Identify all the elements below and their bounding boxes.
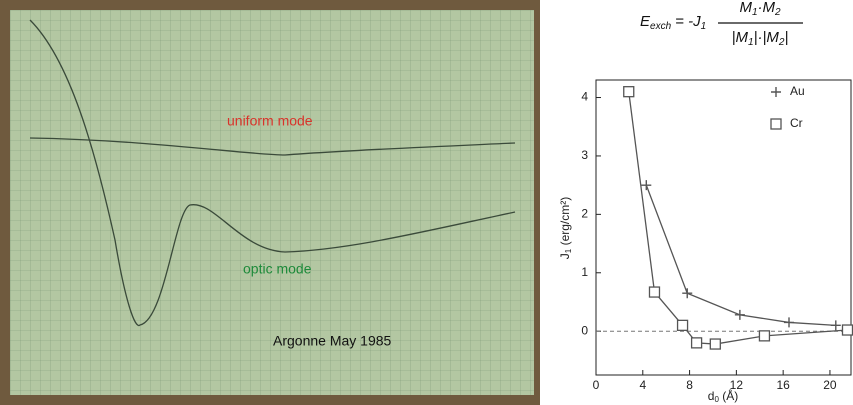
svg-text:M1·M2: M1·M2 — [739, 0, 781, 18]
legend-label: Cr — [790, 116, 803, 130]
data-point — [734, 309, 745, 320]
data-point — [830, 320, 841, 331]
f-part: |M — [732, 29, 749, 46]
data-point — [841, 324, 853, 336]
x-tick-label: 16 — [776, 378, 790, 392]
uniform-curve — [29, 137, 516, 156]
x-tick-label: 20 — [823, 378, 837, 392]
notebook: uniform mode optic mode Argonne May 1985 — [0, 0, 540, 405]
y-axis-label: J1 (erg/cm²) — [558, 197, 573, 259]
formula: Eexch = -J1 M1·M2 |M1|·|M2| — [640, 0, 803, 48]
x-label-part: 0 — [714, 395, 719, 404]
f-part: exch — [650, 21, 672, 32]
f-part: M — [739, 0, 752, 16]
f-part: 1 — [752, 7, 758, 18]
x-label-part: (Å) — [719, 388, 738, 403]
data-point — [709, 338, 721, 350]
svg-text:|M1|·|M2|: |M1|·|M2| — [732, 29, 789, 48]
f-part: ·M — [758, 0, 776, 16]
y-tick-label: 4 — [581, 90, 588, 104]
data-point — [690, 337, 703, 349]
optic-curve — [29, 19, 516, 327]
y-label-part: (erg/cm²) — [558, 197, 572, 249]
x-tick-label: 0 — [593, 378, 600, 392]
series-line — [645, 184, 836, 326]
x-tick-label: 12 — [730, 378, 744, 392]
optic-label: optic mode — [243, 261, 312, 277]
f-part: 2 — [778, 37, 785, 48]
y-tick-label: 1 — [581, 265, 588, 279]
data-point — [784, 317, 795, 328]
data-point — [758, 330, 771, 342]
y-label-part: 1 — [564, 248, 573, 253]
legend-marker — [770, 118, 782, 130]
legend-marker — [771, 87, 781, 97]
notebook-grid — [10, 10, 534, 395]
f-part: | — [784, 29, 788, 46]
plot-frame — [595, 79, 852, 376]
f-part: E — [640, 13, 651, 30]
legend-label: Au — [790, 84, 805, 98]
f-part: 1 — [748, 37, 754, 48]
y-tick-label: 2 — [581, 207, 588, 221]
data-point — [676, 319, 689, 331]
x-label-part: d — [708, 389, 715, 403]
y-tick-label: 3 — [581, 148, 588, 162]
x-tick-label: 8 — [686, 378, 693, 392]
x-axis-label: d0 (Å) — [708, 388, 738, 404]
data-point — [641, 180, 652, 191]
data-point — [623, 86, 635, 98]
svg-text:Eexch= -J1: Eexch = -J1 — [640, 13, 706, 32]
series-line — [628, 91, 848, 345]
data-point — [682, 288, 693, 299]
caption: Argonne May 1985 — [273, 333, 392, 349]
f-part: 2 — [774, 7, 781, 18]
uniform-label: uniform mode — [227, 113, 313, 129]
y-label-part: J — [558, 253, 572, 259]
data-point — [648, 286, 661, 298]
y-tick-label: 0 — [581, 323, 588, 337]
x-tick-label: 4 — [639, 378, 646, 392]
f-part: |·|M — [754, 29, 780, 46]
f-part: 1 — [701, 21, 707, 32]
f-part: = -J — [675, 13, 701, 30]
